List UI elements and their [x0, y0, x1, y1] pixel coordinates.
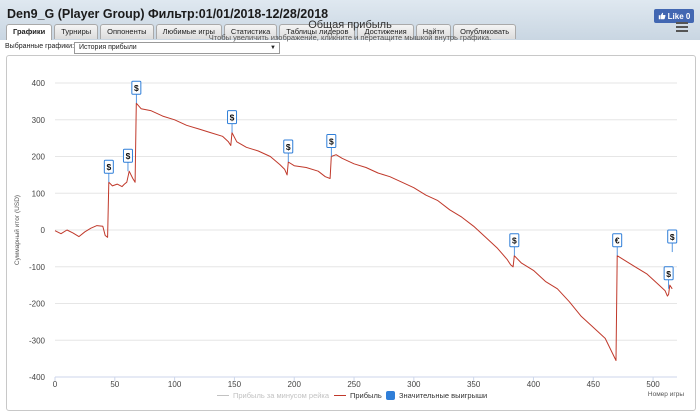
- y-tick-label: -300: [29, 336, 46, 345]
- x-tick-label: 0: [53, 380, 58, 389]
- legend-item-profit[interactable]: Прибыль: [334, 391, 382, 400]
- significant-win-flag: [663, 266, 674, 281]
- tab-achievements[interactable]: Достижения: [357, 24, 414, 39]
- significant-win-flag: [509, 233, 520, 248]
- chart-selector-label: Выбранные графики:: [5, 43, 75, 50]
- chart-menu-icon[interactable]: [676, 22, 688, 32]
- y-tick-label: 100: [32, 189, 46, 198]
- dropdown-arrow-icon: ▼: [270, 45, 276, 51]
- tab-charts[interactable]: Графики: [6, 24, 53, 40]
- significant-win-flag: [131, 80, 142, 95]
- chart-selector-dropdown[interactable]: История прибыли ▼: [74, 42, 280, 54]
- significant-win-flag-label: €: [615, 236, 620, 246]
- thumbs-up-icon: [658, 12, 666, 20]
- y-tick-label: -400: [29, 373, 46, 382]
- x-tick-label: 450: [587, 380, 601, 389]
- y-tick-label: -200: [29, 300, 46, 309]
- significant-win-flag: [326, 134, 337, 148]
- y-tick-label: 0: [41, 226, 46, 235]
- legend-label: Прибыль за минусом рейка: [233, 391, 330, 400]
- x-tick-label: 300: [407, 380, 421, 389]
- y-tick-label: 300: [32, 116, 46, 125]
- page-title: Den9_G (Player Group) Фильтр:01/01/2018-…: [7, 7, 329, 21]
- significant-win-flag-label: $: [106, 162, 111, 172]
- legend-label: Значительные выигрыши: [399, 391, 488, 400]
- x-tick-label: 250: [347, 380, 361, 389]
- legend-line-swatch: [334, 394, 346, 397]
- significant-win-flag: [227, 110, 238, 125]
- legend-item-significant-wins[interactable]: Значительные выигрыши: [386, 391, 487, 400]
- significant-win-flag-label: $: [670, 232, 675, 242]
- legend-box-swatch: [386, 391, 395, 400]
- tab-find[interactable]: Найти: [415, 24, 452, 39]
- chart-title: Общая прибыль: [308, 19, 392, 31]
- significant-win-flag: [103, 159, 114, 174]
- legend-label: Прибыль: [350, 391, 382, 400]
- x-tick-label: 100: [168, 380, 182, 389]
- y-axis-label: Суммарный итог (USD): [13, 195, 21, 265]
- significant-win-flag-label: $: [126, 151, 131, 161]
- x-tick-label: 500: [646, 380, 660, 389]
- tab-publish[interactable]: Опубликовать: [453, 24, 517, 39]
- tab-favorite-games[interactable]: Любимые игры: [155, 24, 222, 39]
- x-tick-label: 350: [467, 380, 481, 389]
- y-tick-label: 200: [32, 153, 46, 162]
- chart-selector-value: История прибыли: [79, 44, 137, 51]
- chart-legend: Прибыль за минусом рейка Прибыль Значите…: [0, 391, 700, 401]
- profit-series-line: [54, 102, 673, 361]
- x-tick-label: 150: [228, 380, 242, 389]
- content-area: Выбранные графики: История прибыли ▼: [0, 40, 700, 411]
- significant-win-flag-label: $: [230, 113, 235, 123]
- x-tick-label: 400: [527, 380, 541, 389]
- x-axis-label: Номер игры: [648, 391, 684, 398]
- significant-win-flag-label: $: [286, 142, 291, 152]
- y-tick-label: 400: [32, 79, 46, 88]
- tab-tournaments[interactable]: Турниры: [54, 24, 99, 39]
- significant-win-flag-label: $: [329, 137, 334, 147]
- tab-opponents[interactable]: Оппоненты: [100, 24, 154, 39]
- significant-win-flag: [667, 229, 678, 244]
- y-tick-label: -100: [29, 263, 46, 272]
- significant-win-flag: [283, 139, 294, 154]
- tab-bar: Графики Турниры Оппоненты Любимые игры С…: [6, 24, 517, 40]
- significant-win-flag-label: $: [512, 236, 517, 246]
- tab-leaderboards[interactable]: Таблицы лидеров: [279, 24, 356, 39]
- chart-frame: [6, 55, 696, 411]
- x-tick-label: 50: [110, 380, 119, 389]
- legend-item-net-profit[interactable]: Прибыль за минусом рейка: [217, 391, 329, 400]
- significant-win-flag-label: $: [134, 83, 139, 93]
- facebook-like-button[interactable]: Like 0: [654, 9, 694, 23]
- like-label: Like 0: [667, 11, 691, 21]
- tab-statistics[interactable]: Статистика: [223, 24, 278, 39]
- significant-win-flag-label: $: [666, 269, 671, 279]
- significant-win-flag: [122, 148, 133, 163]
- page-header: Den9_G (Player Group) Фильтр:01/01/2018-…: [0, 0, 700, 41]
- x-tick-label: 200: [288, 380, 302, 389]
- significant-win-flag: [612, 233, 623, 248]
- legend-line-swatch: [217, 394, 229, 397]
- chart-subtitle: Чтобы увеличить изображение, кликните и …: [208, 33, 492, 42]
